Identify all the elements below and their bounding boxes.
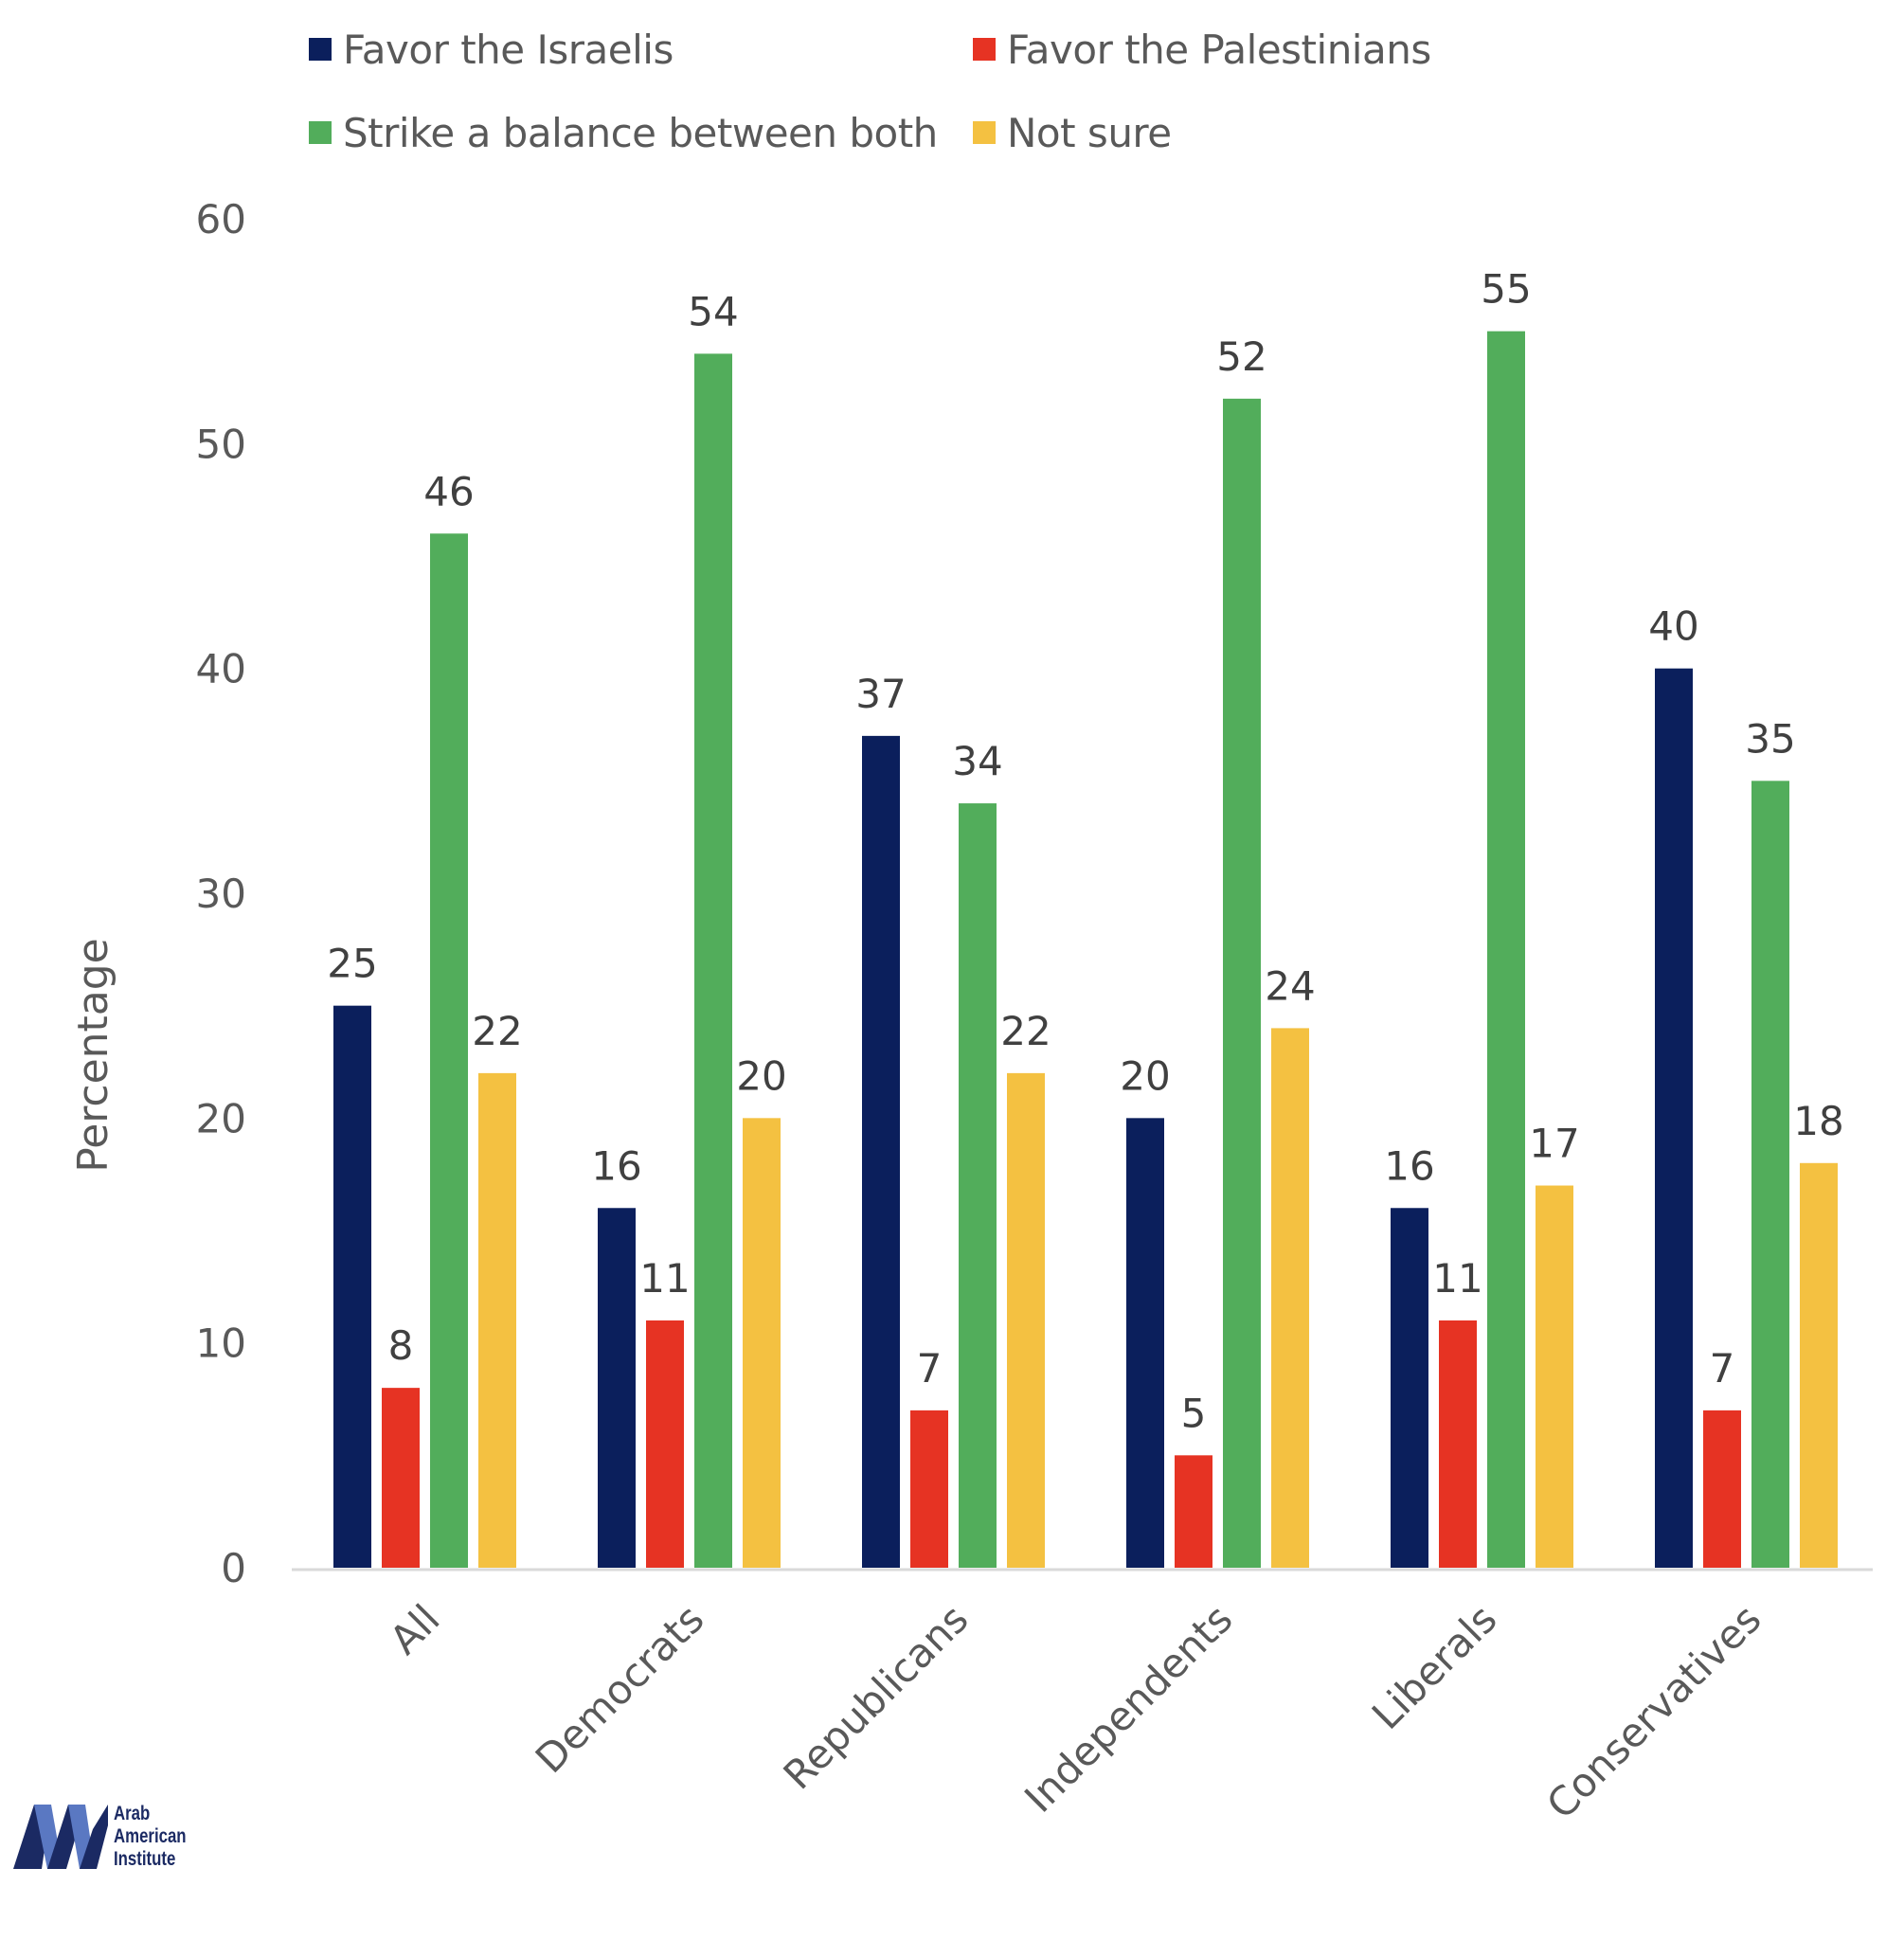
logo-line-american: American bbox=[114, 1825, 187, 1847]
bar-liberals-favor-the-israelis bbox=[1391, 1208, 1428, 1568]
legend-label: Favor the Israelis bbox=[343, 26, 674, 73]
x-tick-label-independents: Independents bbox=[1015, 1595, 1241, 1821]
legend-item-favor-palestinians: Favor the Palestinians bbox=[973, 21, 1431, 78]
bar-all-favor-the-palestinians bbox=[382, 1388, 420, 1568]
y-tick-label: 10 bbox=[196, 1320, 246, 1367]
data-label-conservatives-favor-the-palestinians: 7 bbox=[1710, 1345, 1735, 1392]
bar-all-not-sure bbox=[478, 1072, 516, 1568]
y-axis-title: Percentage bbox=[69, 938, 117, 1173]
data-label-republicans-favor-the-israelis: 37 bbox=[855, 671, 906, 717]
aai-logo: Arab American Institute bbox=[13, 1795, 203, 1871]
legend-label: Strike a balance between both bbox=[343, 109, 938, 156]
data-label-all-favor-the-palestinians: 8 bbox=[388, 1322, 414, 1369]
bar-all-strike-a-balance-between-both bbox=[430, 533, 468, 1569]
bar-independents-strike-a-balance-between-both bbox=[1223, 398, 1261, 1568]
y-tick-label: 20 bbox=[196, 1095, 246, 1141]
bar-independents-favor-the-israelis bbox=[1126, 1118, 1164, 1568]
data-label-democrats-strike-a-balance-between-both: 54 bbox=[688, 288, 738, 334]
bars bbox=[333, 331, 1838, 1569]
x-tick-label-democrats: Democrats bbox=[527, 1595, 713, 1782]
legend-item-strike-balance: Strike a balance between both bbox=[309, 104, 938, 161]
bar-liberals-strike-a-balance-between-both bbox=[1487, 331, 1525, 1569]
bar-republicans-favor-the-israelis bbox=[862, 735, 900, 1568]
bar-democrats-favor-the-israelis bbox=[598, 1208, 636, 1568]
legend-swatch bbox=[973, 38, 996, 61]
legend-label: Favor the Palestinians bbox=[1007, 26, 1431, 73]
bar-conservatives-not-sure bbox=[1800, 1162, 1838, 1568]
y-tick-label: 40 bbox=[196, 646, 246, 692]
data-label-liberals-strike-a-balance-between-both: 55 bbox=[1481, 266, 1531, 313]
data-label-all-not-sure: 22 bbox=[472, 1008, 522, 1054]
data-label-republicans-favor-the-palestinians: 7 bbox=[917, 1345, 943, 1392]
data-label-democrats-not-sure: 20 bbox=[736, 1052, 786, 1099]
bar-conservatives-favor-the-palestinians bbox=[1703, 1410, 1741, 1568]
bar-democrats-strike-a-balance-between-both bbox=[694, 353, 732, 1568]
y-tick-label: 50 bbox=[196, 421, 246, 467]
data-label-republicans-not-sure: 22 bbox=[1000, 1008, 1051, 1054]
data-labels: 25 8 46 22 16 11 54 20 37 7 34 22 20 5 52 24 16 11 55 17 40 7… bbox=[327, 266, 1843, 1437]
data-label-conservatives-strike-a-balance-between-both: 35 bbox=[1745, 715, 1795, 762]
logo-line-arab: Arab bbox=[114, 1803, 151, 1824]
bar-democrats-not-sure bbox=[743, 1118, 781, 1568]
data-label-conservatives-favor-the-israelis: 40 bbox=[1648, 603, 1698, 650]
data-label-conservatives-not-sure: 18 bbox=[1793, 1098, 1843, 1144]
bar-liberals-favor-the-palestinians bbox=[1439, 1320, 1477, 1568]
bar-republicans-favor-the-palestinians bbox=[910, 1410, 948, 1568]
bar-liberals-not-sure bbox=[1536, 1185, 1573, 1568]
bar-conservatives-favor-the-israelis bbox=[1655, 668, 1693, 1568]
x-tick-label-liberals: Liberals bbox=[1363, 1595, 1506, 1738]
data-label-all-strike-a-balance-between-both: 46 bbox=[423, 468, 474, 514]
x-tick-label-republicans: Republicans bbox=[774, 1595, 977, 1798]
x-tick-label-all: All bbox=[381, 1595, 448, 1662]
bar-republicans-not-sure bbox=[1007, 1072, 1045, 1568]
data-label-liberals-favor-the-palestinians: 11 bbox=[1432, 1255, 1482, 1302]
bar-independents-favor-the-palestinians bbox=[1175, 1455, 1212, 1568]
chart-legend: Favor the Israelis Favor the Palestinian… bbox=[0, 0, 1904, 189]
aai-logo-mark-icon bbox=[13, 1805, 108, 1869]
data-label-republicans-strike-a-balance-between-both: 34 bbox=[952, 738, 1002, 784]
aai-logo-text: Arab American Institute bbox=[114, 1803, 187, 1871]
data-label-liberals-not-sure: 17 bbox=[1529, 1121, 1579, 1167]
legend-label: Not sure bbox=[1007, 109, 1172, 156]
bar-independents-not-sure bbox=[1271, 1028, 1309, 1568]
data-label-independents-favor-the-israelis: 20 bbox=[1120, 1052, 1170, 1099]
bar-all-favor-the-israelis bbox=[333, 1005, 371, 1568]
data-label-independents-not-sure: 24 bbox=[1265, 962, 1315, 1009]
legend-item-favor-israelis: Favor the Israelis bbox=[309, 21, 674, 78]
data-label-independents-strike-a-balance-between-both: 52 bbox=[1216, 333, 1266, 380]
bar-conservatives-strike-a-balance-between-both bbox=[1751, 781, 1789, 1568]
x-tick-label-conservatives: Conservatives bbox=[1537, 1595, 1769, 1827]
y-axis-ticks: 0 10 20 30 40 50 60 bbox=[196, 196, 246, 1591]
bar-democrats-favor-the-palestinians bbox=[646, 1320, 684, 1568]
legend-swatch bbox=[309, 38, 332, 61]
legend-swatch bbox=[309, 121, 332, 144]
y-tick-label: 0 bbox=[221, 1545, 246, 1591]
y-tick-label: 60 bbox=[196, 196, 246, 242]
data-label-independents-favor-the-palestinians: 5 bbox=[1181, 1390, 1207, 1436]
logo-line-institute: Institute bbox=[114, 1848, 176, 1870]
x-axis-labels: All Democrats Republicans Independents Liber… bbox=[381, 1595, 1769, 1827]
data-label-democrats-favor-the-palestinians: 11 bbox=[639, 1255, 690, 1302]
data-label-democrats-favor-the-israelis: 16 bbox=[591, 1142, 641, 1189]
legend-swatch bbox=[973, 121, 996, 144]
bar-republicans-strike-a-balance-between-both bbox=[959, 803, 997, 1568]
data-label-all-favor-the-israelis: 25 bbox=[327, 941, 377, 987]
data-label-liberals-favor-the-israelis: 16 bbox=[1384, 1142, 1434, 1189]
y-tick-label: 30 bbox=[196, 871, 246, 917]
legend-item-not-sure: Not sure bbox=[973, 104, 1172, 161]
